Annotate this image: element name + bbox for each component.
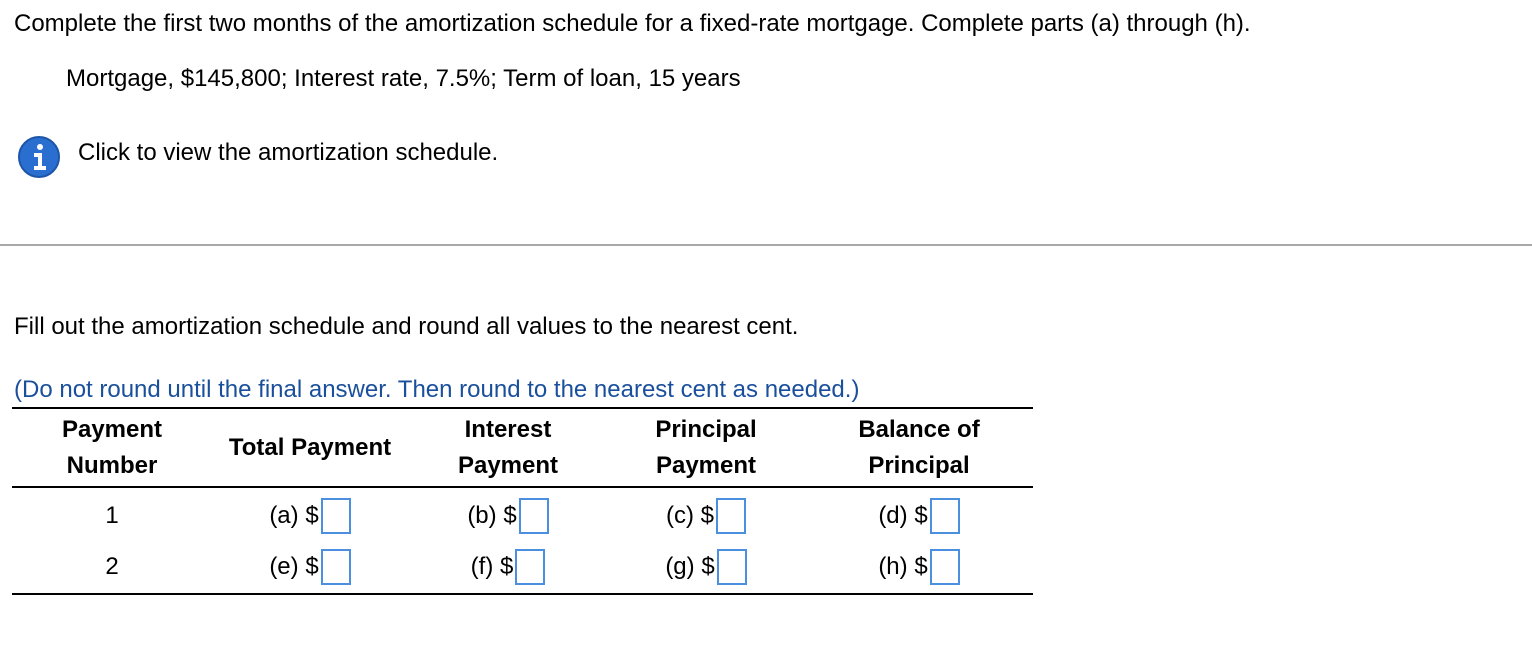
given: Mortgage, $145,800; Interest rate, 7.5%;… bbox=[66, 65, 741, 92]
part-label: (c) $ bbox=[666, 502, 714, 529]
header-cell: Principal Payment bbox=[586, 412, 826, 484]
header-cell: Interest Payment bbox=[388, 412, 628, 484]
part-label: (b) $ bbox=[467, 502, 517, 529]
part-label: (a) $ bbox=[269, 502, 319, 529]
header-text: Total Payment bbox=[228, 434, 392, 461]
answer-input[interactable] bbox=[929, 498, 960, 534]
info-link[interactable]: Click to view the amortization schedule. bbox=[78, 139, 499, 166]
row-cell: (c) $ bbox=[586, 496, 826, 536]
row-cell: (g) $ bbox=[586, 547, 826, 587]
divider bbox=[0, 244, 1532, 246]
row-cell: (d) $ bbox=[799, 496, 1039, 536]
header-text: Principal bbox=[655, 416, 757, 443]
header-text: Payment bbox=[457, 452, 559, 479]
header-text: Payment bbox=[61, 416, 163, 443]
note: (Do not round until the final answer. Th… bbox=[14, 376, 860, 403]
header-text: Balance of bbox=[858, 416, 980, 443]
part-label: (h) $ bbox=[878, 553, 928, 580]
row-cell: (h) $ bbox=[799, 547, 1039, 587]
part-label: (f) $ bbox=[470, 553, 514, 580]
answer-input[interactable] bbox=[320, 498, 351, 534]
header-text: Principal bbox=[868, 452, 970, 479]
header-cell: Payment Number bbox=[0, 412, 232, 484]
answer-input[interactable] bbox=[716, 549, 747, 585]
header-text: Payment bbox=[655, 452, 757, 479]
header-rule bbox=[12, 486, 1033, 488]
row-cell: 2 bbox=[0, 547, 232, 587]
answer-input[interactable] bbox=[320, 549, 351, 585]
header-cell: Balance of Principal bbox=[799, 412, 1039, 484]
answer-input[interactable] bbox=[716, 498, 746, 534]
row-cell: (a) $ bbox=[190, 496, 430, 536]
part-label: (g) $ bbox=[665, 553, 715, 580]
payment-number: 2 bbox=[105, 553, 119, 580]
bottom-rule bbox=[12, 593, 1033, 595]
instructions: Fill out the amortization schedule and r… bbox=[14, 313, 799, 340]
note-rule bbox=[12, 407, 1033, 409]
part-label: (e) $ bbox=[269, 553, 319, 580]
answer-input[interactable] bbox=[929, 549, 960, 585]
header-text: Number bbox=[66, 452, 158, 479]
payment-number: 1 bbox=[105, 502, 119, 529]
row-cell: 1 bbox=[0, 496, 232, 536]
prompt: Complete the first two months of the amo… bbox=[14, 10, 1251, 37]
header-cell: Total Payment bbox=[190, 430, 430, 466]
row-cell: (e) $ bbox=[190, 547, 430, 587]
header-text: Interest bbox=[464, 416, 552, 443]
answer-input[interactable] bbox=[518, 498, 549, 534]
answer-input[interactable] bbox=[515, 549, 546, 585]
part-label: (d) $ bbox=[878, 502, 928, 529]
row-cell: (f) $ bbox=[388, 547, 628, 587]
info-icon[interactable] bbox=[17, 135, 61, 179]
row-cell: (b) $ bbox=[388, 496, 628, 536]
